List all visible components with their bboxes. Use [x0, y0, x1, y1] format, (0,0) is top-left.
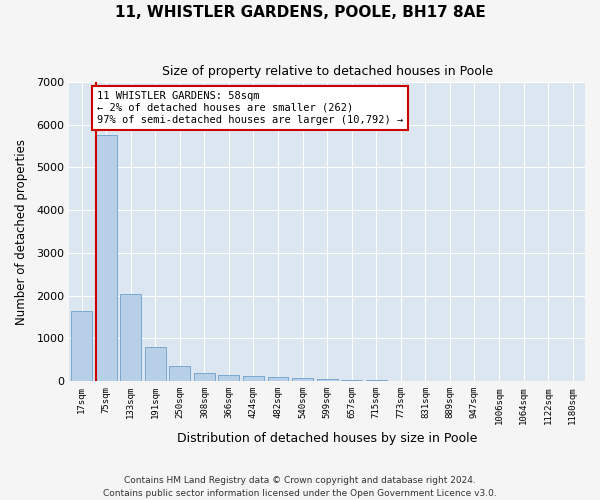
- X-axis label: Distribution of detached houses by size in Poole: Distribution of detached houses by size …: [177, 432, 478, 445]
- Bar: [341, 380, 362, 381]
- Bar: [366, 380, 387, 381]
- Y-axis label: Number of detached properties: Number of detached properties: [15, 138, 28, 324]
- Bar: [268, 377, 289, 381]
- Bar: [71, 310, 92, 381]
- Bar: [292, 378, 313, 381]
- Text: 11, WHISTLER GARDENS, POOLE, BH17 8AE: 11, WHISTLER GARDENS, POOLE, BH17 8AE: [115, 5, 485, 20]
- Bar: [243, 376, 264, 381]
- Bar: [169, 366, 190, 381]
- Bar: [96, 136, 116, 381]
- Text: 11 WHISTLER GARDENS: 58sqm
← 2% of detached houses are smaller (262)
97% of semi: 11 WHISTLER GARDENS: 58sqm ← 2% of detac…: [97, 92, 403, 124]
- Text: Contains HM Land Registry data © Crown copyright and database right 2024.
Contai: Contains HM Land Registry data © Crown c…: [103, 476, 497, 498]
- Bar: [145, 347, 166, 381]
- Bar: [317, 378, 338, 381]
- Bar: [218, 375, 239, 381]
- Title: Size of property relative to detached houses in Poole: Size of property relative to detached ho…: [161, 65, 493, 78]
- Bar: [120, 294, 141, 381]
- Bar: [194, 372, 215, 381]
